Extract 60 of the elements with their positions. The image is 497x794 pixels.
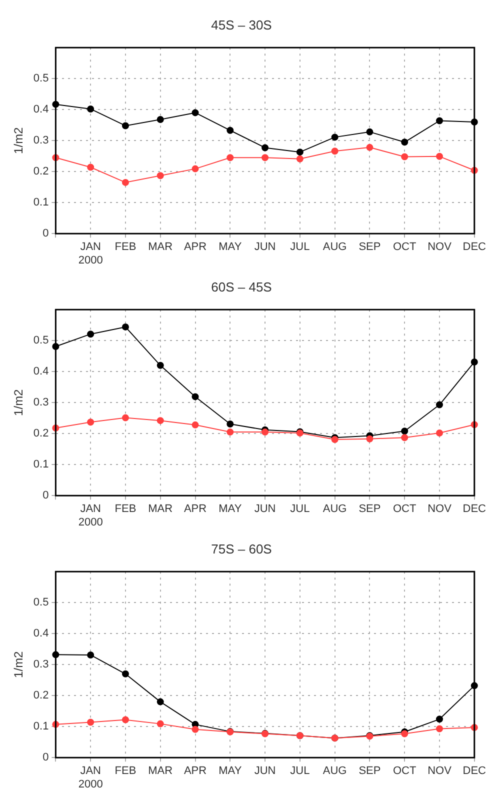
x-tick-label: OCT [392,765,416,778]
y-tick-label: 0.1 [33,458,49,471]
chart-title: 60S – 45S [211,279,272,294]
y-tick-label: 0.4 [33,628,49,640]
x-tick-label: DEC [462,503,486,516]
x-tick-label: JAN 2000 [78,241,103,266]
y-tick-label: 0.2 [33,428,49,440]
x-tick-label: MAY [218,765,242,778]
y-tick-label: 0.4 [33,104,49,116]
x-tick-label: NOV [428,765,452,778]
y-tick-label: 0 [42,228,49,240]
y-tick-label: 0 [42,490,49,502]
x-tick-label: AUG [322,241,347,254]
x-tick-label: NOV [428,241,452,254]
x-tick-label: MAR [148,503,173,516]
y-axis-title: 1/m2 [12,388,26,416]
y-tick-label: 0.3 [33,134,49,147]
x-tick-label: MAR [148,765,173,778]
x-tick-label: OCT [392,503,416,516]
y-tick-label: 0.2 [33,166,49,178]
y-tick-label: 0.3 [33,658,49,671]
x-tick-label: JAN 2000 [78,765,103,790]
x-tick-label: JUN [254,765,276,778]
y-tick-label: 0.1 [33,196,49,209]
x-tick-label: AUG [322,503,347,516]
x-tick-label: APR [184,765,207,778]
x-tick-label: FEB [114,503,136,516]
x-tick-label: JUL [290,765,310,778]
x-tick-label: MAR [148,241,173,254]
y-tick-label: 0.4 [33,366,49,378]
y-tick-label: 0.5 [33,334,49,347]
x-tick-label: MAY [218,503,242,516]
x-tick-label: JUL [290,241,310,254]
y-tick-label: 0 [42,752,49,764]
y-tick-label: 0.5 [33,72,49,85]
y-axis-title: 1/m2 [12,650,26,678]
x-tick-label: APR [184,241,207,254]
y-tick-label: 0.3 [33,396,49,409]
x-tick-label: FEB [114,765,136,778]
y-tick-label: 0.2 [33,690,49,702]
x-tick-label: AUG [322,765,347,778]
chart-title: 45S – 30S [211,17,272,32]
x-tick-label: DEC [462,241,486,254]
x-tick-label: OCT [392,241,416,254]
x-tick-label: SEP [358,765,381,778]
x-tick-label: FEB [114,241,136,254]
x-tick-label: JUN [254,241,276,254]
x-tick-label: JUN [254,503,276,516]
x-tick-label: APR [184,503,207,516]
x-tick-label: SEP [358,503,381,516]
chart-title: 75S – 60S [211,541,272,556]
x-tick-label: DEC [462,765,486,778]
x-tick-label: MAY [218,241,242,254]
y-axis-title: 1/m2 [12,126,26,154]
y-tick-label: 0.5 [33,596,49,609]
x-tick-label: SEP [358,241,381,254]
x-tick-label: JAN 2000 [78,503,103,528]
y-tick-label: 0.1 [33,720,49,733]
x-tick-label: JUL [290,503,310,516]
x-tick-label: NOV [428,503,452,516]
